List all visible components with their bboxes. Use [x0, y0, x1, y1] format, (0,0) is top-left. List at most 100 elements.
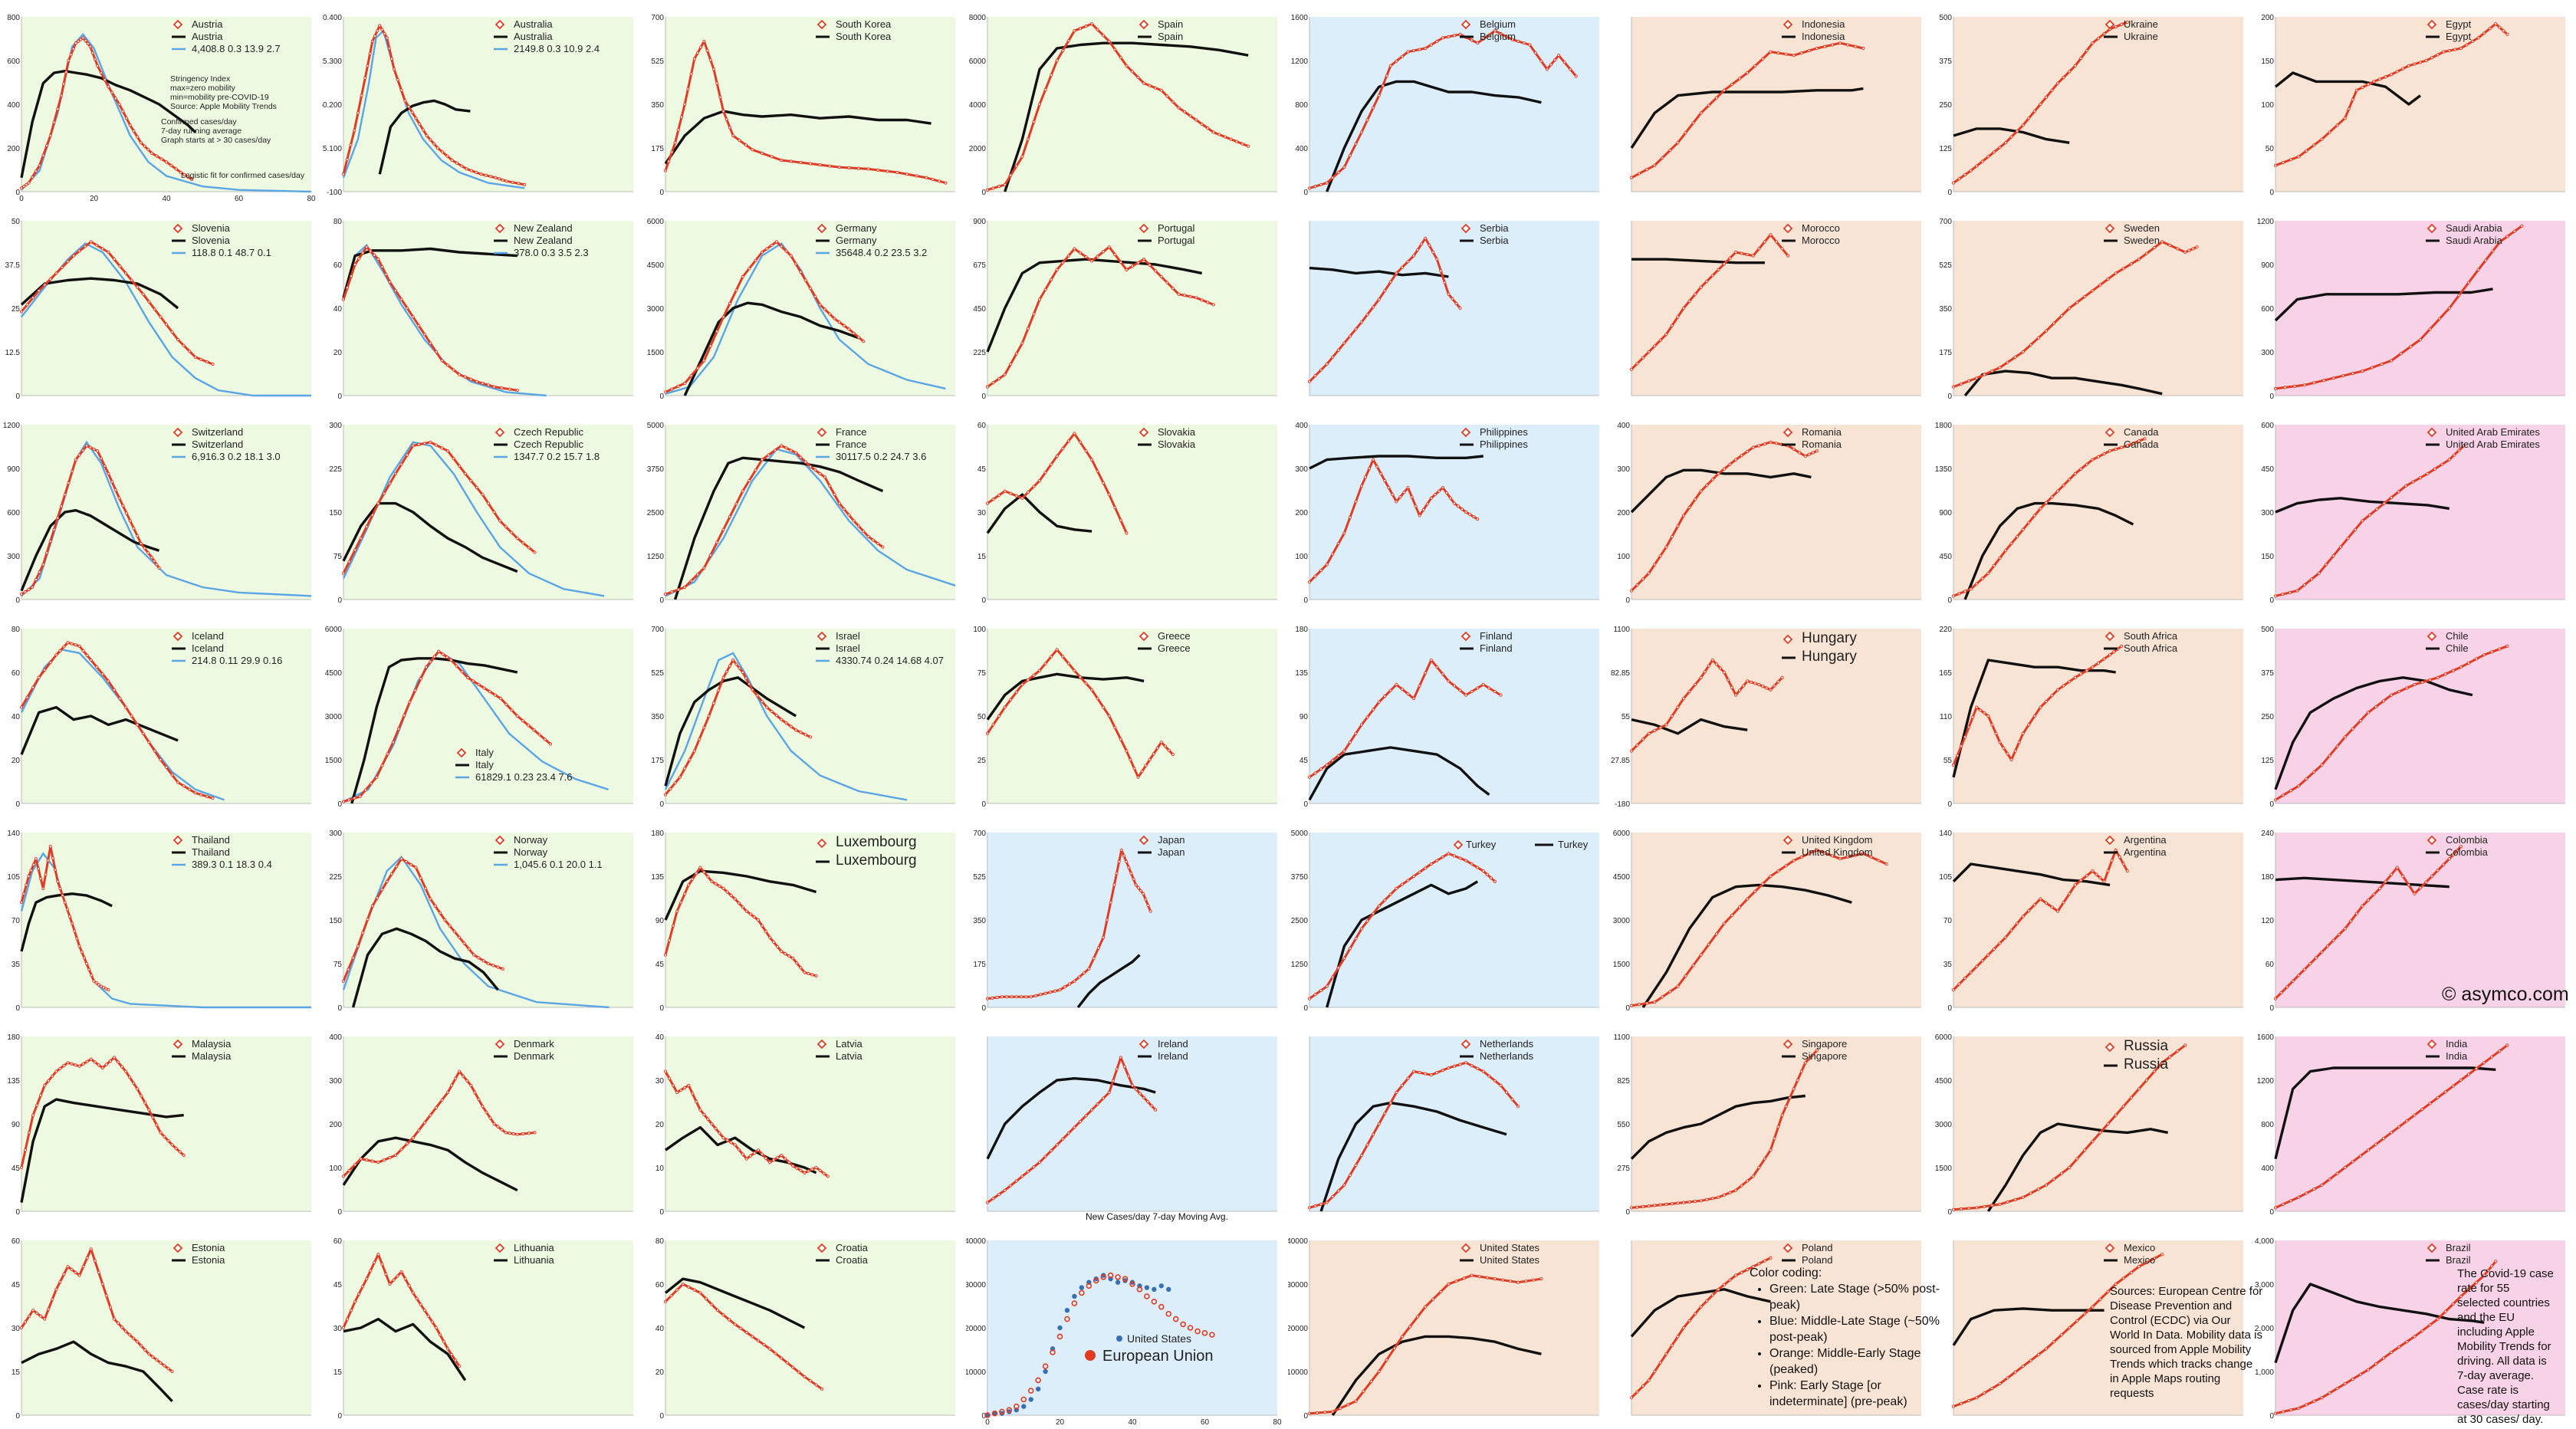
cases-data-point — [1757, 1262, 1761, 1266]
cases-data-point — [2021, 123, 2025, 127]
cases-data-point — [2293, 384, 2297, 388]
cases-data-point — [2013, 355, 2017, 359]
cases-data-point — [501, 178, 504, 182]
cases-data-point — [784, 249, 788, 253]
cases-data-point — [132, 1336, 136, 1340]
plot-area-ireland — [987, 1036, 1277, 1211]
cases-data-point — [113, 488, 117, 492]
cases-data-point — [31, 175, 34, 179]
cases-data-point — [737, 1148, 741, 1151]
cases-data-point — [345, 158, 349, 162]
legend-cases-label: Lithuania — [514, 1242, 555, 1253]
cases-data-point — [2079, 467, 2083, 471]
cases-data-point — [2459, 845, 2463, 849]
legend-cases-marker — [2104, 427, 2115, 438]
cases-data-point — [765, 705, 769, 709]
cases-data-point — [803, 971, 807, 974]
cases-data-point — [1447, 1066, 1451, 1070]
cases-data-point — [1372, 912, 1375, 915]
y-tick-label: 0 — [981, 393, 986, 401]
cases-data-point — [1499, 1083, 1503, 1087]
cases-data-point — [1073, 247, 1076, 251]
cases-data-point — [1325, 181, 1329, 185]
cases-data-point — [97, 983, 100, 987]
cases-data-point — [1359, 723, 1364, 727]
plot-area-philippines — [1309, 425, 1599, 600]
eu-data-point — [1180, 1321, 1186, 1328]
cases-data-point — [1447, 1282, 1451, 1286]
cases-data-point — [2068, 306, 2072, 310]
cases-data-point — [2044, 95, 2049, 99]
y-tick-label: 1800 — [1935, 422, 1953, 430]
cases-data-point — [118, 264, 122, 268]
cases-data-point — [2498, 240, 2502, 244]
legend-cases-marker — [1783, 19, 1793, 30]
cases-data-point — [876, 168, 880, 172]
cases-data-point — [1307, 580, 1312, 584]
cases-data-point — [833, 317, 836, 320]
legend-mobility-label: Russia — [2124, 1056, 2169, 1073]
cases-data-point — [2079, 879, 2083, 882]
cases-data-point — [159, 757, 163, 762]
cases-data-point — [121, 110, 125, 113]
cases-data-point — [174, 167, 178, 171]
cases-data-point — [2505, 1043, 2509, 1047]
cases-data-point — [25, 303, 29, 307]
cases-data-point — [1629, 1206, 1634, 1210]
cases-data-point — [95, 243, 99, 248]
cases-data-point — [1435, 258, 1439, 261]
cases-data-point — [43, 1083, 47, 1087]
cases-data-point — [1470, 862, 1474, 866]
cases-data-point — [744, 676, 748, 680]
cases-data-point — [692, 1288, 696, 1292]
cases-data-point — [2498, 647, 2502, 651]
cases-data-point — [193, 355, 197, 359]
plot-area-malaysia — [21, 1036, 311, 1211]
cases-data-point — [1435, 665, 1439, 669]
note-source: Source: Apple Mobility Trends — [170, 102, 277, 111]
cases-line — [1953, 437, 2146, 597]
cases-data-point — [770, 709, 774, 714]
cases-data-point — [1508, 1280, 1513, 1283]
cases-data-point — [2073, 883, 2077, 887]
cases-data-point — [1705, 1299, 1709, 1303]
cases-data-point — [1206, 301, 1210, 304]
y-tick-label: 675 — [973, 261, 986, 270]
cases-data-point — [1992, 947, 1996, 951]
y-tick-label: 20 — [334, 349, 343, 357]
cases-data-point — [1119, 56, 1122, 60]
cases-data-point — [728, 1318, 731, 1322]
cases-data-point — [717, 688, 721, 692]
cases-data-point — [2289, 789, 2293, 793]
cases-data-point — [77, 1064, 81, 1068]
y-tick-label: 700 — [651, 626, 664, 634]
cases-data-point — [1431, 250, 1435, 255]
cases-data-point — [2459, 1078, 2463, 1082]
cases-data-point — [814, 974, 818, 978]
cases-data-point — [353, 129, 356, 133]
cases-data-point — [1387, 485, 1391, 490]
mobility-line — [2274, 1066, 2496, 1160]
cases-data-point — [1424, 866, 1428, 870]
cases-data-point — [803, 733, 807, 737]
legend-cases-marker — [2426, 223, 2437, 234]
cases-data-point — [2068, 478, 2072, 481]
cases-data-point — [741, 1152, 744, 1156]
cases-data-point — [734, 662, 738, 666]
us-data-point — [1152, 1286, 1157, 1293]
y-tick-label: 2500 — [647, 509, 665, 517]
cases-line — [664, 659, 811, 796]
cases-data-point — [695, 366, 700, 370]
legend-fit-label: 30117.5 0.2 24.7 3.6 — [836, 451, 926, 462]
cases-data-point — [548, 742, 553, 746]
cases-data-point — [1211, 303, 1215, 307]
cases-data-point — [1448, 496, 1453, 500]
cases-data-point — [128, 1333, 132, 1337]
legend-cases-marker — [1138, 1039, 1149, 1050]
cases-data-point — [2302, 967, 2306, 971]
copyright-text: © asymco.com — [2442, 984, 2569, 1005]
plot-area-finland — [1309, 629, 1599, 803]
cases-data-point — [89, 1057, 93, 1061]
cases-data-point — [150, 151, 154, 155]
cases-data-point — [1418, 514, 1421, 517]
